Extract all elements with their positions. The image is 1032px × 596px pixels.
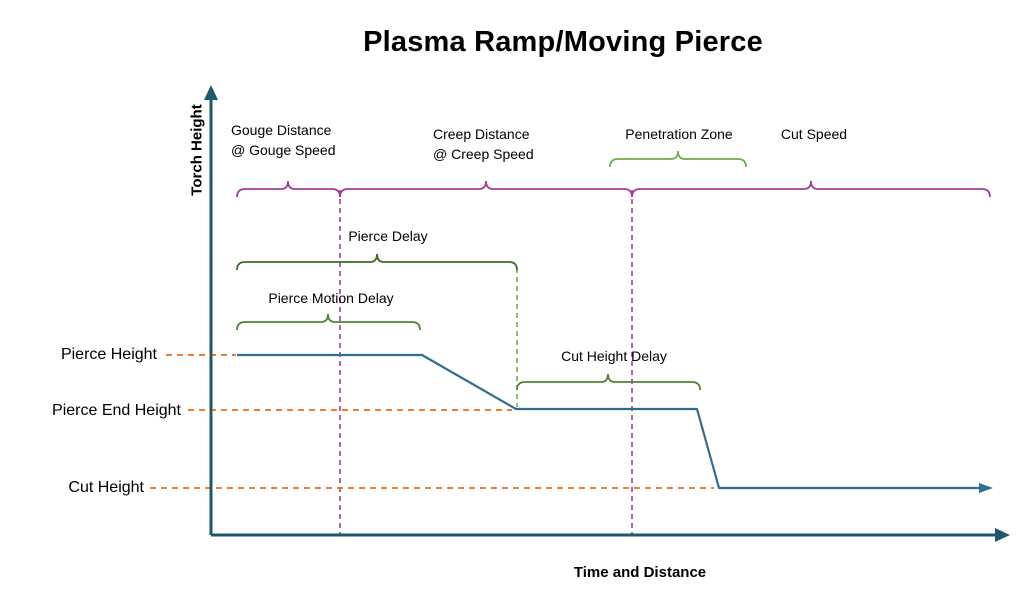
label-gouge-distance-line2: @ Gouge Speed [231, 142, 336, 158]
label-pierce-end-height: Pierce End Height [52, 402, 181, 419]
label-creep-distance-line1: Creep Distance [433, 126, 530, 142]
label-gouge-distance-line1: Gouge Distance [231, 122, 332, 138]
brace-penetration-zone [609, 150, 747, 168]
label-pierce-motion-delay: Pierce Motion Delay [268, 290, 394, 306]
x-axis-arrowhead [995, 528, 1010, 542]
diagram-title: Plasma Ramp/Moving Pierce [363, 26, 763, 58]
brace-creep-distance [339, 180, 633, 198]
brace-gouge-distance [236, 180, 341, 198]
profile-arrowhead [979, 483, 993, 493]
label-cut-height: Cut Height [68, 479, 144, 496]
label-cut-height-delay: Cut Height Delay [561, 348, 667, 364]
label-gouge-distance: Gouge Distance @ Gouge Speed [231, 120, 336, 160]
brace-cut-height-delay [516, 373, 701, 391]
label-pierce-delay: Pierce Delay [348, 228, 428, 244]
label-cut-speed: Cut Speed [780, 126, 848, 142]
brace-pierce-delay [236, 253, 518, 271]
label-pierce-height: Pierce Height [60, 346, 157, 363]
x-axis-label: Time and Distance [573, 564, 707, 581]
brace-cut-speed [631, 180, 991, 198]
torch-height-profile-line [237, 353, 980, 490]
brace-pierce-motion-delay [236, 313, 421, 331]
y-axis-arrowhead [204, 85, 218, 100]
label-creep-distance: Creep Distance @ Creep Speed [433, 124, 534, 164]
label-creep-distance-line2: @ Creep Speed [433, 146, 534, 162]
y-axis-label: Torch Height [188, 104, 206, 196]
label-penetration-zone: Penetration Zone [625, 126, 733, 142]
